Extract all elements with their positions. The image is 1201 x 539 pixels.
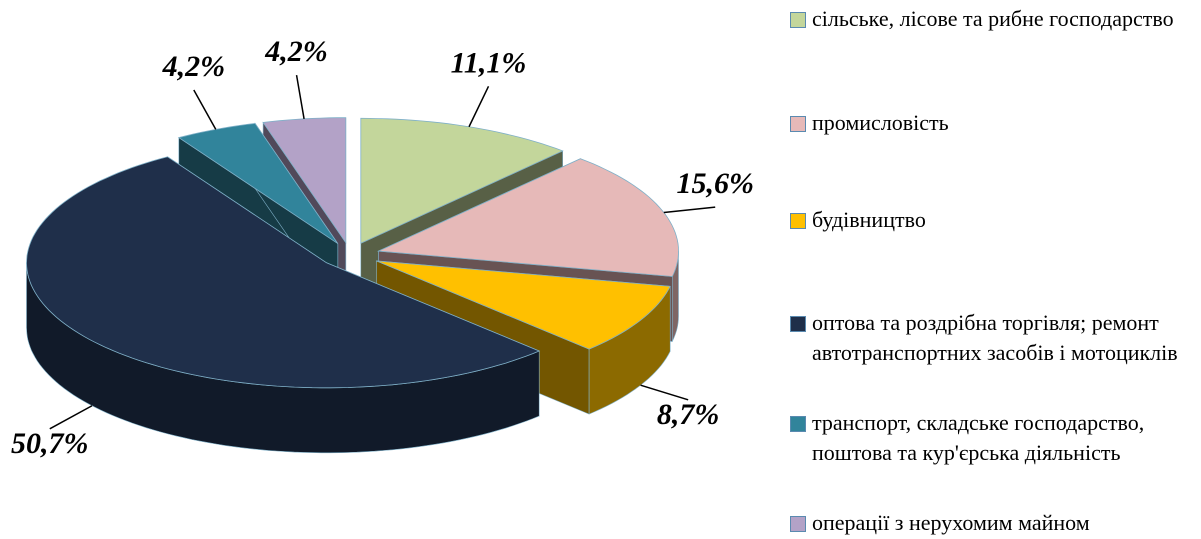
legend-label: промисловість <box>812 110 949 135</box>
legend-swatch <box>790 213 806 229</box>
legend-swatch <box>790 316 806 332</box>
leader-line <box>193 89 217 130</box>
legend-item: транспорт, складське господарство, пошто… <box>790 408 1198 468</box>
slice-top <box>376 158 679 277</box>
slice-top <box>26 156 541 389</box>
legend-label: оптова та роздрібна торгівля; ремонт авт… <box>812 310 1178 365</box>
data-label: 4,2% <box>264 35 328 68</box>
legend-item: оптова та роздрібна торгівля; ремонт авт… <box>790 308 1198 368</box>
legend-label: транспорт, складське господарство, пошто… <box>812 410 1145 465</box>
leader-line <box>663 206 716 214</box>
data-label: 15,6% <box>676 167 754 200</box>
data-label: 4,2% <box>162 50 226 83</box>
legend-swatch <box>790 516 806 532</box>
legend-label: сільське, лісове та рибне господарство <box>812 6 1174 31</box>
legend-swatch <box>790 116 806 132</box>
data-label: 50,7% <box>11 427 89 460</box>
legend-label: будівництво <box>812 207 926 232</box>
pie-area: 11,1% 15,6% 8,7% 50,7% 4,2% 4,2% <box>11 35 754 460</box>
slice-top <box>177 122 339 244</box>
leader-line <box>49 405 93 430</box>
slice <box>26 156 541 454</box>
leader-line <box>295 75 305 119</box>
slice-top <box>376 260 671 350</box>
legend-swatch <box>790 12 806 28</box>
data-label: 11,1% <box>451 46 527 79</box>
legend-label: операції з нерухомим майном <box>812 510 1090 535</box>
leader-line <box>640 384 689 401</box>
legend-item: операції з нерухомим майном <box>790 508 1198 538</box>
legend-swatch <box>790 416 806 432</box>
leader-line <box>468 85 490 128</box>
legend-item: промисловість <box>790 108 1198 138</box>
data-label: 8,7% <box>657 398 720 431</box>
slice-top <box>360 117 564 244</box>
legend-item: сільське, лісове та рибне господарство <box>790 4 1198 34</box>
legend-item: будівництво <box>790 205 1198 235</box>
